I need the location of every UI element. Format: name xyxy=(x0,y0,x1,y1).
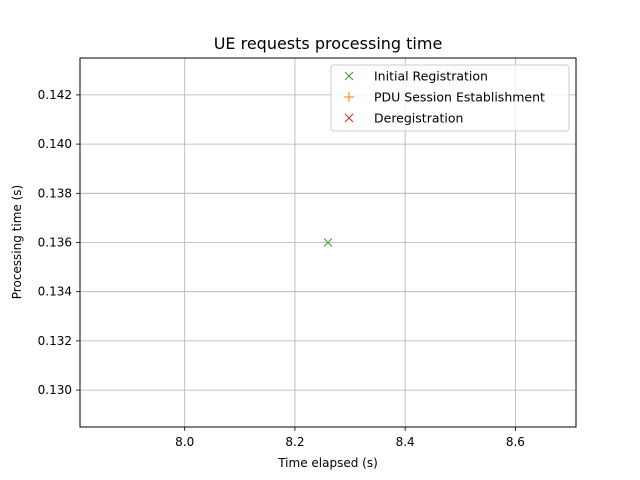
legend-box xyxy=(330,64,570,132)
x-tick-label: 8.0 xyxy=(175,435,194,449)
legend-marker xyxy=(344,71,354,81)
data-point xyxy=(323,238,333,247)
y-tick-label: 0.132 xyxy=(38,334,72,348)
legend-label: Deregistration xyxy=(374,111,463,126)
legend-marker xyxy=(344,113,354,123)
y-tick-label: 0.136 xyxy=(38,236,72,250)
legend: Initial Registration PDU Session Establis… xyxy=(330,64,570,132)
legend-marker xyxy=(344,92,354,102)
legend-entries: Initial Registration PDU Session Establis… xyxy=(344,69,545,126)
x-tick-label: 8.6 xyxy=(506,435,525,449)
legend-label: PDU Session Establishment xyxy=(374,90,545,105)
legend-entry: Deregistration xyxy=(344,111,463,126)
x-tick-label: 8.2 xyxy=(285,435,304,449)
y-tick-label: 0.130 xyxy=(38,383,72,397)
data-points xyxy=(323,238,333,247)
legend-entry: Initial Registration xyxy=(344,69,488,84)
y-tick-label: 0.142 xyxy=(38,88,72,102)
chart-title: UE requests processing time xyxy=(214,34,443,53)
y-tick-label: 0.140 xyxy=(38,137,72,151)
legend-label: Initial Registration xyxy=(374,69,488,84)
y-tick-label: 0.134 xyxy=(38,285,72,299)
y-axis-ticks: 0.130 0.132 0.134 0.136 0.138 0.140 0.142 xyxy=(38,88,80,397)
x-axis-label: Time elapsed (s) xyxy=(277,456,378,470)
x-tick-label: 8.4 xyxy=(396,435,415,449)
y-axis-label: Processing time (s) xyxy=(10,185,24,299)
y-tick-label: 0.138 xyxy=(38,186,72,200)
legend-entry: PDU Session Establishment xyxy=(344,90,545,105)
x-axis-ticks: 8.0 8.2 8.4 8.6 xyxy=(175,427,525,449)
